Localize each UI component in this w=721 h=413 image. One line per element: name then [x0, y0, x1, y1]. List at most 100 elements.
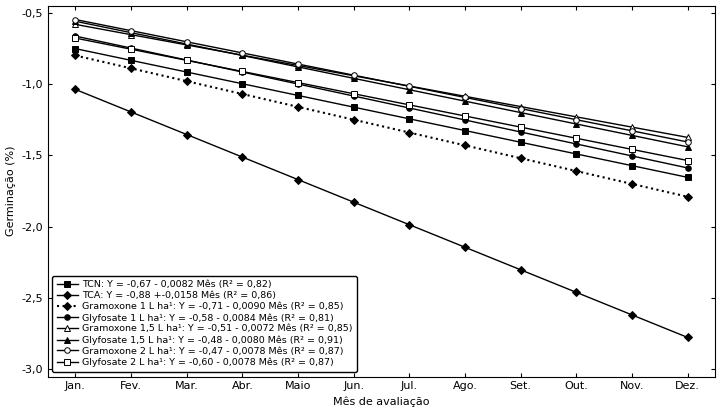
Glyfosate 1 L ha¹: Y = -0,58 - 0,0084 Mês (R² = 0,81): (8, -1.25): Y = -0,58 - 0,0084 Mês (R² = 0,81): (8, … [461, 118, 469, 123]
Line: Gramoxone 1 L ha¹: Y = -0,71 - 0,0090 Mês (R² = 0,85): Gramoxone 1 L ha¹: Y = -0,71 - 0,0090 Mê… [73, 53, 691, 199]
Line: TCA: Y = -0,88 +-0,0158 Mês (R² = 0,86): TCA: Y = -0,88 +-0,0158 Mês (R² = 0,86) [73, 87, 691, 340]
TCN: Y = -0,67 - 0,0082 Mês (R² = 0,82): (7, -1.24): Y = -0,67 - 0,0082 Mês (R² = 0,82): (7, … [405, 116, 414, 121]
Glyfosate 2 L ha¹: Y = -0,60 - 0,0078 Mês (R² = 0,87): (3, -0.834): Y = -0,60 - 0,0078 Mês (R² = 0,87): (3, … [182, 58, 191, 63]
Glyfosate 1,5 L ha¹: Y = -0,48 - 0,0080 Mês (R² = 0,91): (3, -0.72): Y = -0,48 - 0,0080 Mês (R² = 0,91): (3, … [182, 42, 191, 47]
Line: TCN: Y = -0,67 - 0,0082 Mês (R² = 0,82): TCN: Y = -0,67 - 0,0082 Mês (R² = 0,82) [73, 46, 691, 180]
Glyfosate 1 L ha¹: Y = -0,58 - 0,0084 Mês (R² = 0,81): (7, -1.17): Y = -0,58 - 0,0084 Mês (R² = 0,81): (7, … [405, 106, 414, 111]
Glyfosate 1,5 L ha¹: Y = -0,48 - 0,0080 Mês (R² = 0,91): (11, -1.36): Y = -0,48 - 0,0080 Mês (R² = 0,91): (11,… [628, 133, 637, 138]
Line: Glyfosate 2 L ha¹: Y = -0,60 - 0,0078 Mês (R² = 0,87): Glyfosate 2 L ha¹: Y = -0,60 - 0,0078 Mê… [73, 35, 691, 163]
Line: Glyfosate 1 L ha¹: Y = -0,58 - 0,0084 Mês (R² = 0,81): Glyfosate 1 L ha¹: Y = -0,58 - 0,0084 Mê… [73, 33, 691, 171]
Glyfosate 1,5 L ha¹: Y = -0,48 - 0,0080 Mês (R² = 0,91): (8, -1.12): Y = -0,48 - 0,0080 Mês (R² = 0,91): (8, … [461, 99, 469, 104]
Gramoxone 1 L ha¹: Y = -0,71 - 0,0090 Mês (R² = 0,85): (9, -1.52): Y = -0,71 - 0,0090 Mês (R² = 0,85): (9, … [516, 156, 525, 161]
Gramoxone 2 L ha¹: Y = -0,47 - 0,0078 Mês (R² = 0,87): (10, -1.25): Y = -0,47 - 0,0078 Mês (R² = 0,87): (10,… [572, 117, 580, 122]
TCN: Y = -0,67 - 0,0082 Mês (R² = 0,82): (9, -1.41): Y = -0,67 - 0,0082 Mês (R² = 0,82): (9, … [516, 140, 525, 145]
Line: Gramoxone 1,5 L ha¹: Y = -0,51 - 0,0072 Mês (R² = 0,85): Gramoxone 1,5 L ha¹: Y = -0,51 - 0,0072 … [73, 21, 691, 140]
Gramoxone 1,5 L ha¹: Y = -0,51 - 0,0072 Mês (R² = 0,85): (8, -1.09): Y = -0,51 - 0,0072 Mês (R² = 0,85): (8, … [461, 94, 469, 99]
Glyfosate 2 L ha¹: Y = -0,60 - 0,0078 Mês (R² = 0,87): (6, -1.07): Y = -0,60 - 0,0078 Mês (R² = 0,87): (6, … [350, 91, 358, 96]
Glyfosate 1 L ha¹: Y = -0,58 - 0,0084 Mês (R² = 0,81): (11, -1.5): Y = -0,58 - 0,0084 Mês (R² = 0,81): (11,… [628, 154, 637, 159]
Gramoxone 2 L ha¹: Y = -0,47 - 0,0078 Mês (R² = 0,87): (8, -1.09): Y = -0,47 - 0,0078 Mês (R² = 0,87): (8, … [461, 95, 469, 100]
Legend: TCN: Y = -0,67 - 0,0082 Mês (R² = 0,82), TCA: Y = -0,88 +-0,0158 Mês (R² = 0,86): TCN: Y = -0,67 - 0,0082 Mês (R² = 0,82),… [53, 275, 357, 372]
Glyfosate 2 L ha¹: Y = -0,60 - 0,0078 Mês (R² = 0,87): (7, -1.15): Y = -0,60 - 0,0078 Mês (R² = 0,87): (7, … [405, 102, 414, 107]
Gramoxone 2 L ha¹: Y = -0,47 - 0,0078 Mês (R² = 0,87): (12, -1.41): Y = -0,47 - 0,0078 Mês (R² = 0,87): (12,… [684, 140, 692, 145]
Gramoxone 2 L ha¹: Y = -0,47 - 0,0078 Mês (R² = 0,87): (7, -1.02): Y = -0,47 - 0,0078 Mês (R² = 0,87): (7, … [405, 84, 414, 89]
Gramoxone 1,5 L ha¹: Y = -0,51 - 0,0072 Mês (R² = 0,85): (6, -0.942): Y = -0,51 - 0,0072 Mês (R² = 0,85): (6, … [350, 73, 358, 78]
Line: Gramoxone 2 L ha¹: Y = -0,47 - 0,0078 Mês (R² = 0,87): Gramoxone 2 L ha¹: Y = -0,47 - 0,0078 Mê… [73, 17, 691, 145]
Gramoxone 1 L ha¹: Y = -0,71 - 0,0090 Mês (R² = 0,85): (3, -0.98): Y = -0,71 - 0,0090 Mês (R² = 0,85): (3, … [182, 79, 191, 84]
TCA: Y = -0,88 +-0,0158 Mês (R² = 0,86): (10, -2.46): Y = -0,88 +-0,0158 Mês (R² = 0,86): (10,… [572, 290, 580, 295]
Gramoxone 2 L ha¹: Y = -0,47 - 0,0078 Mês (R² = 0,87): (4, -0.782): Y = -0,47 - 0,0078 Mês (R² = 0,87): (4, … [238, 50, 247, 55]
Gramoxone 2 L ha¹: Y = -0,47 - 0,0078 Mês (R² = 0,87): (9, -1.17): Y = -0,47 - 0,0078 Mês (R² = 0,87): (9, … [516, 106, 525, 111]
Gramoxone 1 L ha¹: Y = -0,71 - 0,0090 Mês (R² = 0,85): (10, -1.61): Y = -0,71 - 0,0090 Mês (R² = 0,85): (10,… [572, 169, 580, 173]
Gramoxone 1 L ha¹: Y = -0,71 - 0,0090 Mês (R² = 0,85): (12, -1.79): Y = -0,71 - 0,0090 Mês (R² = 0,85): (12,… [684, 194, 692, 199]
Gramoxone 1,5 L ha¹: Y = -0,51 - 0,0072 Mês (R² = 0,85): (7, -1.01): Y = -0,51 - 0,0072 Mês (R² = 0,85): (7, … [405, 83, 414, 88]
Glyfosate 2 L ha¹: Y = -0,60 - 0,0078 Mês (R² = 0,87): (9, -1.3): Y = -0,60 - 0,0078 Mês (R² = 0,87): (9, … [516, 125, 525, 130]
Gramoxone 1 L ha¹: Y = -0,71 - 0,0090 Mês (R² = 0,85): (6, -1.25): Y = -0,71 - 0,0090 Mês (R² = 0,85): (6, … [350, 117, 358, 122]
Glyfosate 1 L ha¹: Y = -0,58 - 0,0084 Mês (R² = 0,81): (12, -1.59): Y = -0,58 - 0,0084 Mês (R² = 0,81): (12,… [684, 166, 692, 171]
Gramoxone 1 L ha¹: Y = -0,71 - 0,0090 Mês (R² = 0,85): (11, -1.7): Y = -0,71 - 0,0090 Mês (R² = 0,85): (11,… [628, 181, 637, 186]
Glyfosate 1,5 L ha¹: Y = -0,48 - 0,0080 Mês (R² = 0,91): (4, -0.8): Y = -0,48 - 0,0080 Mês (R² = 0,91): (4, … [238, 53, 247, 58]
Gramoxone 1,5 L ha¹: Y = -0,51 - 0,0072 Mês (R² = 0,85): (11, -1.3): Y = -0,51 - 0,0072 Mês (R² = 0,85): (11,… [628, 125, 637, 130]
Gramoxone 1,5 L ha¹: Y = -0,51 - 0,0072 Mês (R² = 0,85): (5, -0.87): Y = -0,51 - 0,0072 Mês (R² = 0,85): (5, … [293, 63, 302, 68]
TCA: Y = -0,88 +-0,0158 Mês (R² = 0,86): (9, -2.3): Y = -0,88 +-0,0158 Mês (R² = 0,86): (9, … [516, 267, 525, 272]
Glyfosate 1,5 L ha¹: Y = -0,48 - 0,0080 Mês (R² = 0,91): (12, -1.44): Y = -0,48 - 0,0080 Mês (R² = 0,91): (12,… [684, 144, 692, 149]
Gramoxone 1,5 L ha¹: Y = -0,51 - 0,0072 Mês (R² = 0,85): (9, -1.16): Y = -0,51 - 0,0072 Mês (R² = 0,85): (9, … [516, 104, 525, 109]
Glyfosate 2 L ha¹: Y = -0,60 - 0,0078 Mês (R² = 0,87): (8, -1.22): Y = -0,60 - 0,0078 Mês (R² = 0,87): (8, … [461, 114, 469, 119]
Glyfosate 2 L ha¹: Y = -0,60 - 0,0078 Mês (R² = 0,87): (1, -0.678): Y = -0,60 - 0,0078 Mês (R² = 0,87): (1, … [71, 36, 80, 40]
Glyfosate 1,5 L ha¹: Y = -0,48 - 0,0080 Mês (R² = 0,91): (1, -0.56): Y = -0,48 - 0,0080 Mês (R² = 0,91): (1, … [71, 19, 80, 24]
Glyfosate 1,5 L ha¹: Y = -0,48 - 0,0080 Mês (R² = 0,91): (5, -0.88): Y = -0,48 - 0,0080 Mês (R² = 0,91): (5, … [293, 64, 302, 69]
TCN: Y = -0,67 - 0,0082 Mês (R² = 0,82): (2, -0.834): Y = -0,67 - 0,0082 Mês (R² = 0,82): (2, … [127, 58, 136, 63]
Glyfosate 2 L ha¹: Y = -0,60 - 0,0078 Mês (R² = 0,87): (4, -0.912): Y = -0,60 - 0,0078 Mês (R² = 0,87): (4, … [238, 69, 247, 74]
Line: Glyfosate 1,5 L ha¹: Y = -0,48 - 0,0080 Mês (R² = 0,91): Glyfosate 1,5 L ha¹: Y = -0,48 - 0,0080 … [73, 19, 691, 150]
Gramoxone 1,5 L ha¹: Y = -0,51 - 0,0072 Mês (R² = 0,85): (2, -0.654): Y = -0,51 - 0,0072 Mês (R² = 0,85): (2, … [127, 32, 136, 37]
Glyfosate 2 L ha¹: Y = -0,60 - 0,0078 Mês (R² = 0,87): (11, -1.46): Y = -0,60 - 0,0078 Mês (R² = 0,87): (11,… [628, 147, 637, 152]
TCN: Y = -0,67 - 0,0082 Mês (R² = 0,82): (12, -1.65): Y = -0,67 - 0,0082 Mês (R² = 0,82): (12,… [684, 175, 692, 180]
TCA: Y = -0,88 +-0,0158 Mês (R² = 0,86): (5, -1.67): Y = -0,88 +-0,0158 Mês (R² = 0,86): (5, … [293, 177, 302, 182]
TCA: Y = -0,88 +-0,0158 Mês (R² = 0,86): (6, -1.83): Y = -0,88 +-0,0158 Mês (R² = 0,86): (6, … [350, 200, 358, 205]
Gramoxone 1 L ha¹: Y = -0,71 - 0,0090 Mês (R² = 0,85): (5, -1.16): Y = -0,71 - 0,0090 Mês (R² = 0,85): (5, … [293, 104, 302, 109]
Gramoxone 2 L ha¹: Y = -0,47 - 0,0078 Mês (R² = 0,87): (5, -0.86): Y = -0,47 - 0,0078 Mês (R² = 0,87): (5, … [293, 62, 302, 66]
TCN: Y = -0,67 - 0,0082 Mês (R² = 0,82): (3, -0.916): Y = -0,67 - 0,0082 Mês (R² = 0,82): (3, … [182, 69, 191, 74]
Glyfosate 1,5 L ha¹: Y = -0,48 - 0,0080 Mês (R² = 0,91): (9, -1.2): Y = -0,48 - 0,0080 Mês (R² = 0,91): (9, … [516, 110, 525, 115]
Gramoxone 1 L ha¹: Y = -0,71 - 0,0090 Mês (R² = 0,85): (1, -0.8): Y = -0,71 - 0,0090 Mês (R² = 0,85): (1, … [71, 53, 80, 58]
TCN: Y = -0,67 - 0,0082 Mês (R² = 0,82): (4, -0.998): Y = -0,67 - 0,0082 Mês (R² = 0,82): (4, … [238, 81, 247, 86]
TCA: Y = -0,88 +-0,0158 Mês (R² = 0,86): (3, -1.35): Y = -0,88 +-0,0158 Mês (R² = 0,86): (3, … [182, 132, 191, 137]
TCN: Y = -0,67 - 0,0082 Mês (R² = 0,82): (6, -1.16): Y = -0,67 - 0,0082 Mês (R² = 0,82): (6, … [350, 104, 358, 109]
TCN: Y = -0,67 - 0,0082 Mês (R² = 0,82): (10, -1.49): Y = -0,67 - 0,0082 Mês (R² = 0,82): (10,… [572, 152, 580, 157]
Glyfosate 1 L ha¹: Y = -0,58 - 0,0084 Mês (R² = 0,81): (10, -1.42): Y = -0,58 - 0,0084 Mês (R² = 0,81): (10,… [572, 142, 580, 147]
Glyfosate 1 L ha¹: Y = -0,58 - 0,0084 Mês (R² = 0,81): (3, -0.832): Y = -0,58 - 0,0084 Mês (R² = 0,81): (3, … [182, 57, 191, 62]
Gramoxone 2 L ha¹: Y = -0,47 - 0,0078 Mês (R² = 0,87): (1, -0.548): Y = -0,47 - 0,0078 Mês (R² = 0,87): (1, … [71, 17, 80, 22]
Gramoxone 1 L ha¹: Y = -0,71 - 0,0090 Mês (R² = 0,85): (8, -1.43): Y = -0,71 - 0,0090 Mês (R² = 0,85): (8, … [461, 143, 469, 148]
X-axis label: Mês de avaliação: Mês de avaliação [333, 397, 430, 408]
Gramoxone 2 L ha¹: Y = -0,47 - 0,0078 Mês (R² = 0,87): (3, -0.704): Y = -0,47 - 0,0078 Mês (R² = 0,87): (3, … [182, 39, 191, 44]
Gramoxone 1 L ha¹: Y = -0,71 - 0,0090 Mês (R² = 0,85): (7, -1.34): Y = -0,71 - 0,0090 Mês (R² = 0,85): (7, … [405, 130, 414, 135]
TCA: Y = -0,88 +-0,0158 Mês (R² = 0,86): (2, -1.2): Y = -0,88 +-0,0158 Mês (R² = 0,86): (2, … [127, 109, 136, 114]
Gramoxone 1,5 L ha¹: Y = -0,51 - 0,0072 Mês (R² = 0,85): (4, -0.798): Y = -0,51 - 0,0072 Mês (R² = 0,85): (4, … [238, 53, 247, 58]
Glyfosate 1,5 L ha¹: Y = -0,48 - 0,0080 Mês (R² = 0,91): (2, -0.64): Y = -0,48 - 0,0080 Mês (R² = 0,91): (2, … [127, 30, 136, 35]
TCA: Y = -0,88 +-0,0158 Mês (R² = 0,86): (8, -2.14): Y = -0,88 +-0,0158 Mês (R² = 0,86): (8, … [461, 245, 469, 250]
Gramoxone 2 L ha¹: Y = -0,47 - 0,0078 Mês (R² = 0,87): (11, -1.33): Y = -0,47 - 0,0078 Mês (R² = 0,87): (11,… [628, 128, 637, 133]
TCN: Y = -0,67 - 0,0082 Mês (R² = 0,82): (8, -1.33): Y = -0,67 - 0,0082 Mês (R² = 0,82): (8, … [461, 128, 469, 133]
Gramoxone 1,5 L ha¹: Y = -0,51 - 0,0072 Mês (R² = 0,85): (10, -1.23): Y = -0,51 - 0,0072 Mês (R² = 0,85): (10,… [572, 114, 580, 119]
Gramoxone 1,5 L ha¹: Y = -0,51 - 0,0072 Mês (R² = 0,85): (3, -0.726): Y = -0,51 - 0,0072 Mês (R² = 0,85): (3, … [182, 43, 191, 47]
TCA: Y = -0,88 +-0,0158 Mês (R² = 0,86): (11, -2.62): Y = -0,88 +-0,0158 Mês (R² = 0,86): (11,… [628, 312, 637, 317]
Glyfosate 1 L ha¹: Y = -0,58 - 0,0084 Mês (R² = 0,81): (4, -0.916): Y = -0,58 - 0,0084 Mês (R² = 0,81): (4, … [238, 69, 247, 74]
Gramoxone 2 L ha¹: Y = -0,47 - 0,0078 Mês (R² = 0,87): (6, -0.938): Y = -0,47 - 0,0078 Mês (R² = 0,87): (6, … [350, 73, 358, 78]
Gramoxone 2 L ha¹: Y = -0,47 - 0,0078 Mês (R² = 0,87): (2, -0.626): Y = -0,47 - 0,0078 Mês (R² = 0,87): (2, … [127, 28, 136, 33]
Glyfosate 1,5 L ha¹: Y = -0,48 - 0,0080 Mês (R² = 0,91): (6, -0.96): Y = -0,48 - 0,0080 Mês (R² = 0,91): (6, … [350, 76, 358, 81]
TCA: Y = -0,88 +-0,0158 Mês (R² = 0,86): (1, -1.04): Y = -0,88 +-0,0158 Mês (R² = 0,86): (1, … [71, 87, 80, 92]
Glyfosate 2 L ha¹: Y = -0,60 - 0,0078 Mês (R² = 0,87): (2, -0.756): Y = -0,60 - 0,0078 Mês (R² = 0,87): (2, … [127, 47, 136, 52]
Gramoxone 1 L ha¹: Y = -0,71 - 0,0090 Mês (R² = 0,85): (4, -1.07): Y = -0,71 - 0,0090 Mês (R² = 0,85): (4, … [238, 92, 247, 97]
TCN: Y = -0,67 - 0,0082 Mês (R² = 0,82): (11, -1.57): Y = -0,67 - 0,0082 Mês (R² = 0,82): (11,… [628, 163, 637, 168]
TCN: Y = -0,67 - 0,0082 Mês (R² = 0,82): (1, -0.752): Y = -0,67 - 0,0082 Mês (R² = 0,82): (1, … [71, 46, 80, 51]
Glyfosate 1 L ha¹: Y = -0,58 - 0,0084 Mês (R² = 0,81): (6, -1.08): Y = -0,58 - 0,0084 Mês (R² = 0,81): (6, … [350, 93, 358, 98]
Glyfosate 2 L ha¹: Y = -0,60 - 0,0078 Mês (R² = 0,87): (12, -1.54): Y = -0,60 - 0,0078 Mês (R² = 0,87): (12,… [684, 158, 692, 163]
Y-axis label: Germinação (%): Germinação (%) [6, 146, 16, 236]
Glyfosate 1 L ha¹: Y = -0,58 - 0,0084 Mês (R² = 0,81): (2, -0.748): Y = -0,58 - 0,0084 Mês (R² = 0,81): (2, … [127, 45, 136, 50]
Glyfosate 1 L ha¹: Y = -0,58 - 0,0084 Mês (R² = 0,81): (5, -1): Y = -0,58 - 0,0084 Mês (R² = 0,81): (5, … [293, 81, 302, 86]
Glyfosate 1,5 L ha¹: Y = -0,48 - 0,0080 Mês (R² = 0,91): (7, -1.04): Y = -0,48 - 0,0080 Mês (R² = 0,91): (7, … [405, 87, 414, 92]
Glyfosate 2 L ha¹: Y = -0,60 - 0,0078 Mês (R² = 0,87): (10, -1.38): Y = -0,60 - 0,0078 Mês (R² = 0,87): (10,… [572, 136, 580, 141]
TCA: Y = -0,88 +-0,0158 Mês (R² = 0,86): (4, -1.51): Y = -0,88 +-0,0158 Mês (R² = 0,86): (4, … [238, 154, 247, 159]
TCA: Y = -0,88 +-0,0158 Mês (R² = 0,86): (12, -2.78): Y = -0,88 +-0,0158 Mês (R² = 0,86): (12,… [684, 335, 692, 340]
Glyfosate 1 L ha¹: Y = -0,58 - 0,0084 Mês (R² = 0,81): (9, -1.34): Y = -0,58 - 0,0084 Mês (R² = 0,81): (9, … [516, 130, 525, 135]
Gramoxone 1 L ha¹: Y = -0,71 - 0,0090 Mês (R² = 0,85): (2, -0.89): Y = -0,71 - 0,0090 Mês (R² = 0,85): (2, … [127, 66, 136, 71]
